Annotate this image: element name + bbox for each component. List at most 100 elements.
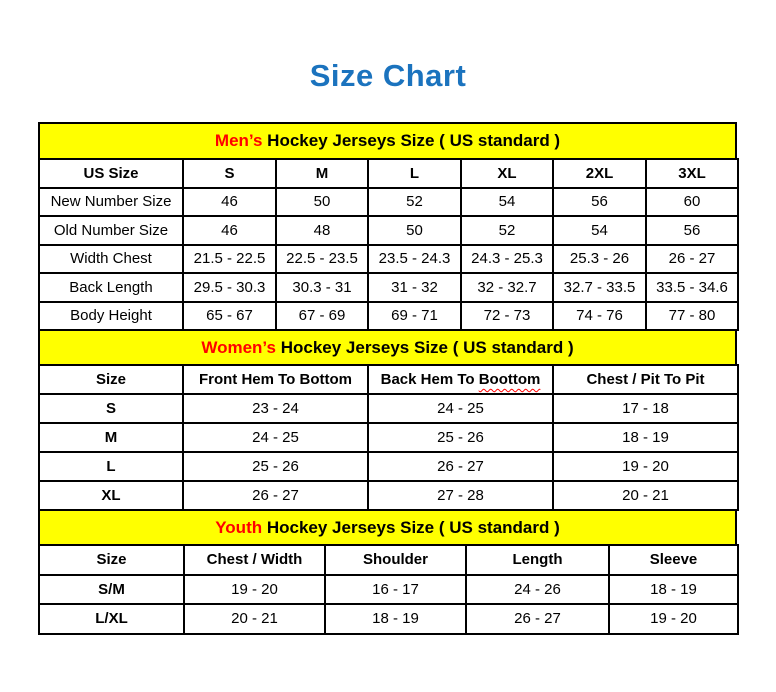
value-cell: 65 - 67 <box>182 300 277 331</box>
value-cell: 56 <box>645 215 739 246</box>
table-row: S 23 - 24 24 - 25 17 - 18 <box>38 393 739 424</box>
value-cell: 17 - 18 <box>552 393 739 424</box>
table-row: Old Number Size 46 48 50 52 54 56 <box>38 215 739 246</box>
value-cell: 26 - 27 <box>367 451 554 482</box>
row-label-cell: S/M <box>38 573 185 605</box>
youth-section-heading: Youth Hockey Jerseys Size ( US standard … <box>38 509 737 546</box>
value-cell: 26 - 27 <box>182 480 369 511</box>
value-cell: 52 <box>367 186 462 217</box>
value-cell: 56 <box>552 186 647 217</box>
table-row: Back Length 29.5 - 30.3 30.3 - 31 31 - 32 32… <box>38 272 739 303</box>
value-cell: 21.5 - 22.5 <box>182 243 277 274</box>
column-header: Back Hem To Boottom <box>367 364 554 395</box>
value-cell: 24.3 - 25.3 <box>460 243 554 274</box>
value-cell: 54 <box>552 215 647 246</box>
value-cell: 23 - 24 <box>182 393 369 424</box>
row-label-cell: Old Number Size <box>38 215 184 246</box>
row-label-cell: L <box>38 451 184 482</box>
youth-heading-text: Hockey Jerseys Size ( US standard ) <box>262 517 560 537</box>
column-header: Chest / Width <box>183 544 326 576</box>
column-header: L <box>367 158 462 189</box>
mens-header-row: US Size S M L XL 2XL 3XL <box>38 158 739 189</box>
value-cell: 32.7 - 33.5 <box>552 272 647 303</box>
column-header: Front Hem To Bottom <box>182 364 369 395</box>
value-cell: 20 - 21 <box>552 480 739 511</box>
value-cell: 50 <box>275 186 369 217</box>
value-cell: 60 <box>645 186 739 217</box>
value-cell: 46 <box>182 186 277 217</box>
table-row: L/XL 20 - 21 18 - 19 26 - 27 19 - 20 <box>38 603 739 635</box>
womens-heading-text: Hockey Jerseys Size ( US standard ) <box>275 337 574 357</box>
value-cell: 18 - 19 <box>324 603 467 635</box>
row-label-cell: Body Height <box>38 300 184 331</box>
value-cell: 72 - 73 <box>460 300 554 331</box>
value-cell: 27 - 28 <box>367 480 554 511</box>
mens-heading-text: Hockey Jerseys Size ( US standard ) <box>262 131 561 150</box>
table-row: M 24 - 25 25 - 26 18 - 19 <box>38 422 739 453</box>
column-header: Size <box>38 544 185 576</box>
row-label-cell: M <box>38 422 184 453</box>
value-cell: 24 - 25 <box>367 393 554 424</box>
value-cell: 18 - 19 <box>552 422 739 453</box>
mens-size-table: US Size S M L XL 2XL 3XL New Number Size 46 50 52 5… <box>38 158 739 331</box>
womens-size-table: Size Front Hem To Bottom Back Hem To Boott… <box>38 364 739 511</box>
table-row: XL 26 - 27 27 - 28 20 - 21 <box>38 480 739 511</box>
misspelled-word: Boottom <box>478 371 541 388</box>
value-cell: 22.5 - 23.5 <box>275 243 369 274</box>
value-cell: 24 - 25 <box>182 422 369 453</box>
youth-heading-highlight: Youth <box>215 517 263 537</box>
column-header: Size <box>38 364 184 395</box>
value-cell: 26 - 27 <box>645 243 739 274</box>
table-row: New Number Size 46 50 52 54 56 60 <box>38 186 739 217</box>
value-cell: 29.5 - 30.3 <box>182 272 277 303</box>
value-cell: 18 - 19 <box>608 573 739 605</box>
value-cell: 26 - 27 <box>465 603 610 635</box>
value-cell: 24 - 26 <box>465 573 610 605</box>
table-row: L 25 - 26 26 - 27 19 - 20 <box>38 451 739 482</box>
column-header: XL <box>460 158 554 189</box>
page-title: Size Chart <box>309 58 467 93</box>
row-label-cell: L/XL <box>38 603 185 635</box>
youth-size-table: Size Chest / Width Shoulder Length Sleeve S/M… <box>38 544 739 635</box>
column-header: Length <box>465 544 610 576</box>
row-label-cell: Width Chest <box>38 243 184 274</box>
value-cell: 23.5 - 24.3 <box>367 243 462 274</box>
value-cell: 46 <box>182 215 277 246</box>
value-cell: 30.3 - 31 <box>275 272 369 303</box>
row-label-cell: Back Length <box>38 272 184 303</box>
column-header: S <box>182 158 277 189</box>
column-header: US Size <box>38 158 184 189</box>
table-row: Width Chest 21.5 - 22.5 22.5 - 23.5 23.5 - … <box>38 243 739 274</box>
mens-heading-highlight: Men’s <box>214 131 263 150</box>
value-cell: 20 - 21 <box>183 603 326 635</box>
value-cell: 54 <box>460 186 554 217</box>
value-cell: 19 - 20 <box>552 451 739 482</box>
womens-section-heading: Women’s Hockey Jerseys Size ( US standar… <box>38 329 737 366</box>
table-row: S/M 19 - 20 16 - 17 24 - 26 18 - 19 <box>38 573 739 605</box>
value-cell: 31 - 32 <box>367 272 462 303</box>
value-cell: 19 - 20 <box>183 573 326 605</box>
row-label-cell: New Number Size <box>38 186 184 217</box>
value-cell: 69 - 71 <box>367 300 462 331</box>
value-cell: 25.3 - 26 <box>552 243 647 274</box>
value-cell: 74 - 76 <box>552 300 647 331</box>
value-cell: 48 <box>275 215 369 246</box>
mens-section-heading: Men’s Hockey Jerseys Size ( US standard … <box>38 122 737 160</box>
column-header: 2XL <box>552 158 647 189</box>
column-header: 3XL <box>645 158 739 189</box>
row-label-cell: S <box>38 393 184 424</box>
value-cell: 19 - 20 <box>608 603 739 635</box>
youth-header-row: Size Chest / Width Shoulder Length Sleeve <box>38 544 739 576</box>
value-cell: 77 - 80 <box>645 300 739 331</box>
column-header: Shoulder <box>324 544 467 576</box>
column-header: M <box>275 158 369 189</box>
column-header: Chest / Pit To Pit <box>552 364 739 395</box>
value-cell: 67 - 69 <box>275 300 369 331</box>
value-cell: 25 - 26 <box>367 422 554 453</box>
womens-heading-highlight: Women’s <box>201 337 276 357</box>
row-label-cell: XL <box>38 480 184 511</box>
table-row: Body Height 65 - 67 67 - 69 69 - 71 72 - 73 7… <box>38 300 739 331</box>
value-cell: 25 - 26 <box>182 451 369 482</box>
value-cell: 50 <box>367 215 462 246</box>
size-chart-tables: Men’s Hockey Jerseys Size ( US standard … <box>38 122 739 635</box>
